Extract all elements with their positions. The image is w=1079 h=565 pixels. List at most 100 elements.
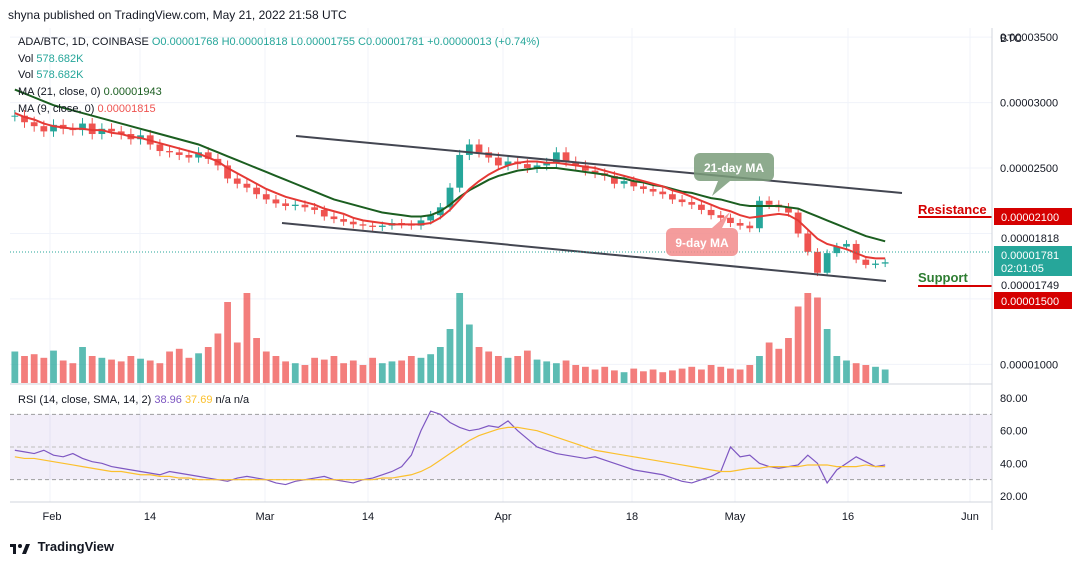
volume-legend-1[interactable]: Vol 578.682K — [18, 53, 83, 65]
candle-body — [262, 194, 270, 200]
time-tick: 16 — [842, 511, 854, 523]
candle-body — [30, 122, 38, 127]
candle-body — [814, 251, 821, 273]
volume-label: Vol — [18, 69, 34, 81]
candle-body — [833, 246, 841, 254]
rsi-sma-value: 37.69 — [184, 394, 213, 406]
volume-bar — [40, 357, 48, 383]
rsi-tick: 40.00 — [1000, 458, 1028, 470]
candle-body — [378, 225, 386, 227]
tradingview-brand[interactable]: TradingView — [10, 539, 114, 554]
volume-bar — [369, 357, 377, 383]
candle-body — [504, 161, 512, 166]
rsi-line — [14, 410, 886, 486]
current-price-tag: 0.00001781 02:01:05 — [994, 246, 1072, 276]
volume-bar — [291, 363, 299, 383]
candle-body — [282, 203, 289, 206]
time-axis[interactable]: Feb 14 Mar 14 Apr 18 May 16 Jun — [43, 511, 979, 523]
candle-body — [272, 199, 280, 204]
candle-body — [756, 200, 763, 229]
volume-bar — [669, 370, 676, 383]
candle-body — [736, 223, 744, 226]
ohlc-values: O0.00001768 H0.00001818 L0.00001755 C0.0… — [151, 36, 425, 48]
volume-bar — [349, 360, 357, 383]
volume-bar — [582, 366, 589, 383]
volume-bar — [611, 370, 618, 383]
candle-body — [649, 188, 657, 192]
time-tick: 14 — [362, 511, 374, 523]
candle-body — [50, 124, 57, 132]
volume-bar — [175, 348, 183, 383]
ma21-value: 0.00001943 — [103, 86, 162, 98]
volume-bar — [50, 350, 57, 383]
ma21-legend[interactable]: MA (21, close, 0) 0.00001943 — [18, 86, 162, 98]
support-label: Support — [918, 270, 968, 285]
volume-bar — [253, 338, 260, 383]
candle-body — [765, 200, 773, 205]
candle-body — [794, 212, 802, 234]
volume-label: Vol — [18, 53, 34, 65]
resistance-label: Resistance — [918, 202, 987, 217]
change-value: +0.00000013 (+0.74%) — [427, 36, 540, 48]
time-tick: Apr — [494, 511, 511, 523]
volume-bar — [881, 369, 889, 383]
price-axis[interactable]: 0.00003500 0.00003000 0.00002500 0.00001000 — [1000, 32, 1058, 371]
volume-bar — [301, 365, 309, 383]
low-price-tag: 0.00001749 — [994, 277, 1072, 293]
volume-bar — [195, 353, 202, 383]
price-tick: 0.00001000 — [1000, 359, 1058, 371]
volume-bar — [311, 357, 318, 383]
volume-bar — [756, 356, 763, 383]
volume-bar — [465, 324, 473, 383]
symbol-legend[interactable]: ADA/BTC, 1D, COINBASE O0.00001768 H0.000… — [18, 36, 540, 48]
volume-bar — [59, 360, 67, 383]
candle-body — [591, 170, 599, 174]
candle-body — [465, 144, 473, 155]
volume-bar — [388, 361, 396, 383]
ma9-line — [14, 112, 886, 260]
rsi-legend[interactable]: RSI (14, close, SMA, 14, 2) 38.96 37.69 … — [18, 394, 249, 406]
candle-body — [243, 183, 251, 188]
volume-bar — [620, 372, 628, 383]
ma9-legend[interactable]: MA (9, close, 0) 0.00001815 — [18, 103, 156, 115]
volume-bar — [485, 351, 493, 383]
candle-body — [572, 161, 580, 166]
time-tick: 14 — [144, 511, 156, 523]
candle-body — [823, 253, 831, 273]
volume-bar — [427, 354, 435, 383]
volume-bar — [340, 363, 348, 383]
channel-lower-line — [281, 222, 887, 282]
ma9-bubble: 9-day MA — [666, 212, 738, 256]
volume-legend-2[interactable]: Vol 578.682K — [18, 69, 83, 81]
rsi-axis[interactable]: 80.00 60.00 40.00 20.00 — [1000, 393, 1028, 503]
volume-bar — [814, 297, 821, 383]
rsi-na: n/a n/a — [215, 394, 250, 406]
time-tick: Feb — [43, 511, 62, 523]
candle-body — [688, 202, 696, 205]
ma9-bubble-text: 9-day MA — [675, 236, 729, 250]
candle-body — [669, 194, 676, 200]
time-tick: Mar — [256, 511, 275, 523]
volume-bar — [436, 347, 444, 383]
candle-body — [11, 115, 19, 117]
volume-bar — [262, 351, 270, 383]
candle-body — [727, 217, 734, 224]
volume-bar — [378, 363, 386, 383]
ma21-label: MA (21, close, 0) — [18, 86, 101, 98]
volume-bar — [504, 357, 512, 383]
svg-text:0.00002100: 0.00002100 — [1001, 212, 1059, 224]
volume-bar — [543, 361, 551, 383]
candle-body — [640, 186, 647, 189]
candle-body — [630, 181, 638, 187]
candle-body — [552, 152, 560, 163]
candle-body — [417, 220, 425, 226]
volume-bar — [320, 359, 328, 383]
resistance-price-tag: 0.00002100 — [994, 208, 1072, 225]
candle-body — [340, 219, 348, 222]
volume-bar — [127, 356, 135, 383]
volume-bar — [862, 365, 870, 383]
volume-bar — [156, 363, 164, 383]
volume-bar — [640, 371, 647, 383]
volume-bar — [330, 356, 338, 383]
